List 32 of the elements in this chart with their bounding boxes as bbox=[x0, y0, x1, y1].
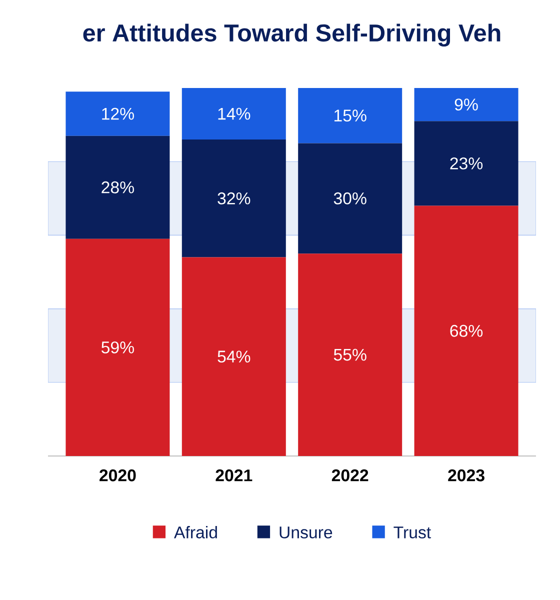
bar bbox=[414, 88, 518, 122]
bar bbox=[66, 238, 170, 456]
bar bbox=[182, 140, 286, 258]
chart-title: er Attitudes Toward Self-Driving Veh bbox=[83, 24, 500, 46]
bar bbox=[182, 88, 286, 140]
data-label: 59% bbox=[102, 341, 134, 354]
bar bbox=[298, 254, 402, 456]
data-label: 15% bbox=[334, 110, 366, 122]
data-label: 68% bbox=[450, 324, 483, 337]
x-tick-label: 2020 bbox=[100, 469, 136, 482]
data-label: 54% bbox=[218, 350, 250, 363]
legend-label: Trust bbox=[394, 526, 431, 538]
bar bbox=[182, 257, 286, 456]
legend-label: Unsure bbox=[280, 526, 332, 538]
data-label: 55% bbox=[334, 348, 366, 361]
data-label: 32% bbox=[218, 192, 250, 204]
bar bbox=[414, 206, 518, 456]
bar bbox=[66, 92, 170, 136]
data-label: 14% bbox=[218, 108, 250, 120]
x-tick-label: 2021 bbox=[216, 469, 252, 482]
bar bbox=[414, 121, 518, 206]
x-tick-label: 2023 bbox=[448, 469, 484, 482]
data-label: 9% bbox=[454, 98, 478, 111]
data-label: 30% bbox=[334, 192, 366, 204]
data-label: 28% bbox=[102, 181, 134, 194]
x-tick-label: 2022 bbox=[332, 469, 368, 482]
bar bbox=[298, 88, 402, 144]
bar bbox=[298, 143, 402, 254]
data-label: 12% bbox=[102, 108, 134, 120]
bar bbox=[66, 136, 170, 239]
legend-label: Afraid bbox=[174, 526, 217, 538]
data-label: 23% bbox=[450, 157, 483, 170]
